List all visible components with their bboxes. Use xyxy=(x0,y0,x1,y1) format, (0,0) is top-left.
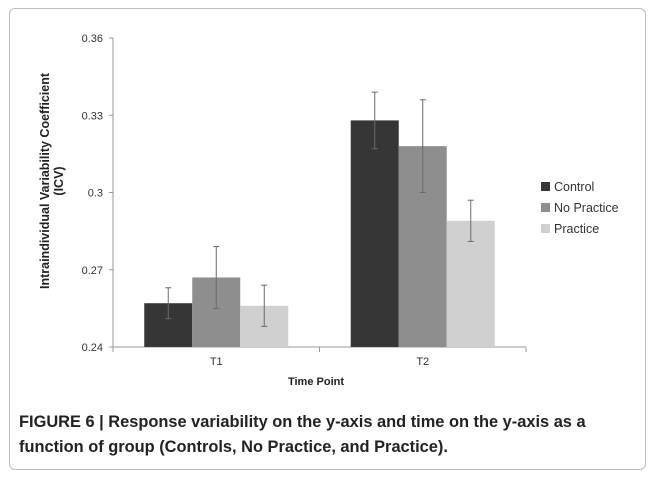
x-axis-title: Time Point xyxy=(288,376,344,388)
bars xyxy=(144,120,495,348)
x-tick-label: T1 xyxy=(210,356,223,368)
legend-swatch-practice xyxy=(541,224,550,233)
legend-swatch-control xyxy=(541,182,550,191)
y-axis-title: Intraindividual Variability Coefficient … xyxy=(38,72,66,289)
y-axis-title-line-1: Intraindividual Variability Coefficient xyxy=(38,72,52,289)
y-tick-label: 0.33 xyxy=(82,110,103,122)
legend-label-no-practice: No Practice xyxy=(554,201,619,215)
legend: Control No Practice Practice xyxy=(541,180,619,236)
x-tick-label: T2 xyxy=(416,356,429,368)
y-axis-title-line-2: (ICV) xyxy=(52,166,66,195)
figure-caption: FIGURE 6 | Response variability on the y… xyxy=(19,413,586,456)
legend-label-control: Control xyxy=(554,180,594,194)
y-tick-label: 0.24 xyxy=(82,342,103,354)
bar-control-t2 xyxy=(350,120,399,348)
y-tick-label: 0.27 xyxy=(82,265,103,277)
legend-label-practice: Practice xyxy=(554,222,599,236)
error-bars xyxy=(165,91,474,327)
bar-chart: 0.24 0.27 0.3 0.33 0.36 T1 T2 Control No Pract… xyxy=(38,33,619,388)
y-tick-label: 0.3 xyxy=(88,188,103,200)
figure-panel: 0.24 0.27 0.3 0.33 0.36 T1 T2 Control No Pract… xyxy=(9,8,646,470)
legend-swatch-no-practice xyxy=(541,203,550,212)
x-axis: T1 T2 xyxy=(112,346,527,368)
y-tick-label: 0.36 xyxy=(82,33,103,45)
y-axis: 0.24 0.27 0.3 0.33 0.36 xyxy=(82,33,114,354)
